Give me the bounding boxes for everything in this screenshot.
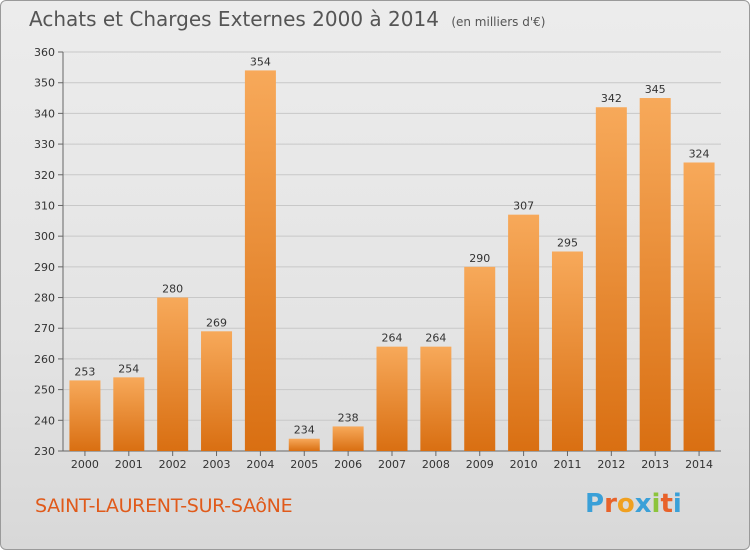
bar-2001 [113,377,145,451]
y-tick-label: 240 [34,414,55,427]
y-tick-label: 310 [34,199,55,212]
value-label-2003: 269 [206,316,227,329]
x-tick-label: 2011 [553,458,581,471]
commune-name: SAINT-LAURENT-SUR-SAôNE [35,495,293,517]
value-label-2012: 342 [601,92,622,105]
bar-2007 [376,346,408,451]
value-label-2014: 324 [689,147,710,160]
bar-2004 [244,70,276,452]
bar-2014 [683,162,715,451]
bar-2013 [639,98,671,452]
x-tick-label: 2000 [71,458,99,471]
bar-2010 [508,214,540,451]
value-label-2009: 290 [469,252,490,265]
y-tick-label: 260 [34,353,55,366]
bar-2005 [288,438,320,451]
value-labels: 253 254 280 269 354 234 238 264 264 290 307 295 342 3… [74,55,709,436]
value-label-2008: 264 [425,332,446,345]
logo-letter: x [634,489,652,519]
y-tick-label: 280 [34,292,55,305]
value-label-2000: 253 [74,365,95,378]
value-label-2006: 238 [338,411,359,424]
logo-letter: P [585,489,605,519]
x-tick-label: 2010 [510,458,538,471]
value-label-2013: 345 [645,83,666,96]
value-label-2011: 295 [557,237,578,250]
y-tick-label: 340 [34,107,55,120]
bar-2003 [201,331,233,451]
y-tick-label: 330 [34,138,55,151]
axes: 230 240 250 260 270 280 290 300 310 320 330 340 350 3… [34,46,721,471]
logo-letter: i [651,489,661,519]
bar-2006 [332,426,364,451]
logo-letter: o [616,489,635,519]
chart-title: Achats et Charges Externes 2000 à 2014 (… [29,7,545,31]
chart-title-text: Achats et Charges Externes 2000 à 2014 [29,7,439,31]
y-tick-label: 290 [34,261,55,274]
y-tick-label: 360 [34,46,55,59]
bar-2008 [420,346,452,451]
x-tick-label: 2001 [115,458,143,471]
value-label-2005: 234 [294,424,315,437]
value-label-2010: 307 [513,200,534,213]
value-label-2004: 354 [250,55,271,68]
x-tick-label: 2006 [334,458,362,471]
logo-letter: i [672,489,682,519]
y-tick-label: 230 [34,445,55,458]
x-tick-label: 2007 [378,458,406,471]
bar-2009 [464,266,496,451]
y-tick-label: 320 [34,169,55,182]
x-tick-label: 2008 [422,458,450,471]
bar-2000 [69,380,101,451]
value-label-2002: 280 [162,283,183,296]
y-tick-label: 350 [34,77,55,90]
value-label-2007: 264 [382,332,403,345]
y-tick-label: 270 [34,322,55,335]
y-tick-label: 250 [34,384,55,397]
x-tick-label: 2014 [685,458,713,471]
x-tick-label: 2012 [597,458,625,471]
bars [69,70,715,452]
chart-unit: (en milliers d'€) [451,15,546,29]
bar-2002 [157,297,189,451]
x-tick-label: 2005 [290,458,318,471]
x-tick-label: 2003 [203,458,231,471]
x-tick-label: 2009 [466,458,494,471]
proxiti-logo: Proxiti [585,489,682,519]
bar-2012 [595,107,627,451]
bar-2011 [551,251,583,451]
y-tick-label: 300 [34,230,55,243]
logo-letter: r [604,489,617,519]
x-tick-label: 2013 [641,458,669,471]
x-tick-label: 2002 [159,458,187,471]
value-label-2001: 254 [118,362,139,375]
x-tick-label: 2004 [246,458,274,471]
logo-letter: t [660,489,673,519]
